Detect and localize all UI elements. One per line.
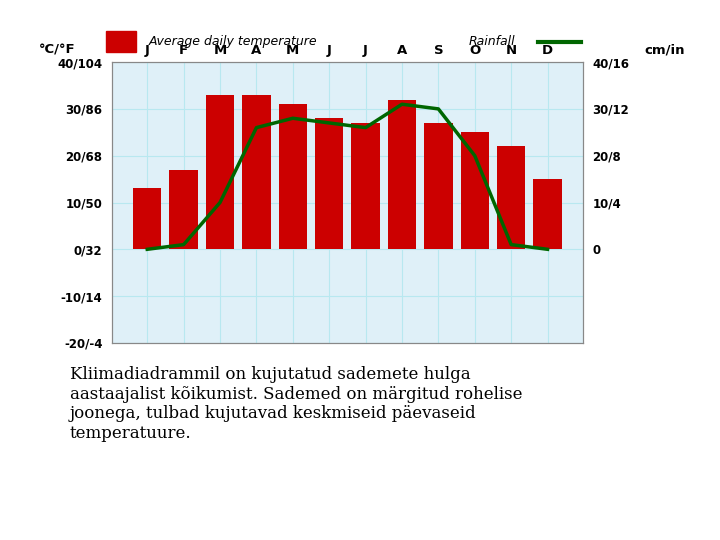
Text: Rainfall: Rainfall: [469, 35, 516, 49]
Bar: [133, 188, 161, 249]
Bar: [424, 123, 453, 249]
Bar: [169, 170, 198, 249]
Bar: [497, 146, 526, 249]
Text: °C/°F: °C/°F: [38, 44, 75, 57]
Text: cm/in: cm/in: [644, 44, 685, 57]
Bar: [461, 132, 489, 249]
Text: Average daily temperature: Average daily temperature: [148, 35, 317, 49]
Bar: [206, 95, 234, 249]
Text: Kliimadiadrammil on kujutatud sademete hulga
aastaajalist kõikumist. Sademed on : Kliimadiadrammil on kujutatud sademete h…: [70, 366, 522, 442]
Bar: [279, 104, 307, 249]
Bar: [315, 118, 343, 249]
Bar: [351, 123, 379, 249]
Bar: [534, 179, 562, 249]
Bar: [106, 31, 136, 52]
Bar: [388, 99, 416, 249]
Bar: [242, 95, 271, 249]
